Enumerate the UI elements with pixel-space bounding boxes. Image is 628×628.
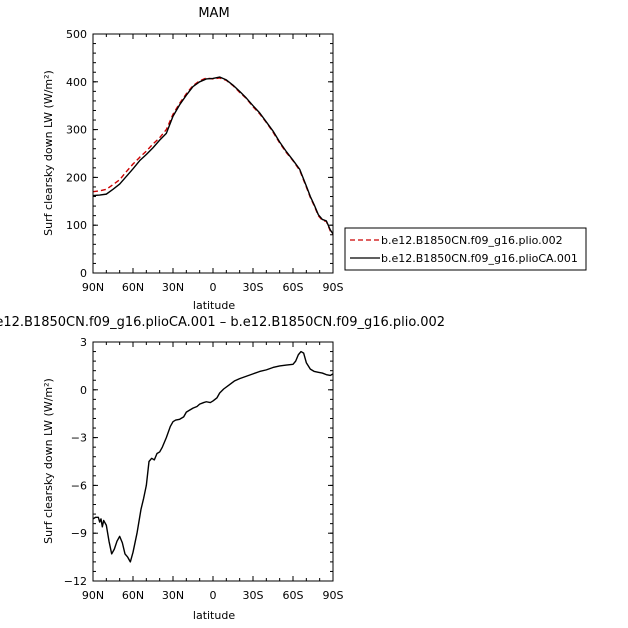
top-chart-x-tick-label: 90S xyxy=(323,281,344,294)
top-chart-y-axis-label: Surf clearsky down LW (W/m²) xyxy=(42,70,55,236)
top-chart-y-tick-label: 100 xyxy=(66,219,87,232)
bottom-chart-series-line-0 xyxy=(92,350,334,563)
top-chart-y-tick-label: 400 xyxy=(66,76,87,89)
bottom-chart-y-axis-label: Surf clearsky down LW (W/m²) xyxy=(42,378,55,544)
bottom-chart-x-tick-label: 30S xyxy=(243,589,264,602)
bottom-chart-plot-frame xyxy=(92,341,334,582)
bottom-chart-x-axis-label: latitude xyxy=(193,609,235,622)
bottom-chart-y-axis: −12 −9 −6 −3 0 3 xyxy=(64,336,333,588)
top-chart-x-tick-label: 30S xyxy=(243,281,264,294)
top-chart-title: MAM xyxy=(198,6,229,21)
top-chart-x-axis-label: latitude xyxy=(193,299,235,312)
top-chart-series-lines xyxy=(92,76,334,236)
bottom-chart-x-axis: 90N 60N 30N 0 30S 60S 90S xyxy=(82,342,344,602)
top-chart-series-line-0 xyxy=(92,77,334,236)
bottom-chart-y-tick-label: 3 xyxy=(80,336,87,349)
bottom-chart-panel: b.e12.B1850CN.f09_g16.plioCA.001 – b.e12… xyxy=(0,315,445,622)
top-chart-legend: b.e12.B1850CN.f09_g16.plio.002 b.e12.B18… xyxy=(344,227,587,271)
bottom-chart-y-tick-label: −9 xyxy=(71,527,87,540)
bottom-chart-y-tick-label: −12 xyxy=(64,575,87,588)
top-chart-y-tick-label: 200 xyxy=(66,171,87,184)
top-chart-y-axis: 0 100 200 300 400 500 xyxy=(66,28,333,280)
top-chart-x-tick-label: 0 xyxy=(210,281,217,294)
bottom-chart-series-lines xyxy=(92,350,334,563)
legend-box xyxy=(344,227,587,271)
bottom-chart-y-tick-label: 0 xyxy=(80,384,87,397)
top-chart-x-tick-label: 60S xyxy=(283,281,304,294)
top-chart-y-tick-label: 0 xyxy=(80,267,87,280)
bottom-chart-x-tick-label: 0 xyxy=(210,589,217,602)
bottom-chart-x-tick-label: 30N xyxy=(162,589,184,602)
bottom-chart-y-tick-label: −3 xyxy=(71,432,87,445)
top-chart-y-tick-label: 500 xyxy=(66,28,87,41)
top-chart-x-tick-label: 30N xyxy=(162,281,184,294)
legend-label-plio: b.e12.B1850CN.f09_g16.plio.002 xyxy=(381,234,563,247)
bottom-chart-x-tick-label: 60N xyxy=(122,589,144,602)
top-chart-x-axis: 90N 60N 30N 0 30S 60S 90S xyxy=(82,34,344,294)
bottom-chart-x-tick-label: 90N xyxy=(82,589,104,602)
top-chart-x-tick-label: 90N xyxy=(82,281,104,294)
top-chart-y-tick-label: 300 xyxy=(66,124,87,137)
top-chart-panel: MAM 90N 60N 30N 0 30S 60S 90S 0 100 200 300 400 500… xyxy=(42,6,344,312)
bottom-chart-y-tick-label: −6 xyxy=(71,479,87,492)
top-chart-plot-frame xyxy=(92,33,334,274)
bottom-chart-title: b.e12.B1850CN.f09_g16.plioCA.001 – b.e12… xyxy=(0,315,445,330)
top-chart-series-line-1 xyxy=(92,76,334,235)
top-chart-x-tick-label: 60N xyxy=(122,281,144,294)
bottom-chart-x-tick-label: 60S xyxy=(283,589,304,602)
legend-label-plioca: b.e12.B1850CN.f09_g16.plioCA.001 xyxy=(381,252,578,265)
bottom-chart-x-tick-label: 90S xyxy=(323,589,344,602)
